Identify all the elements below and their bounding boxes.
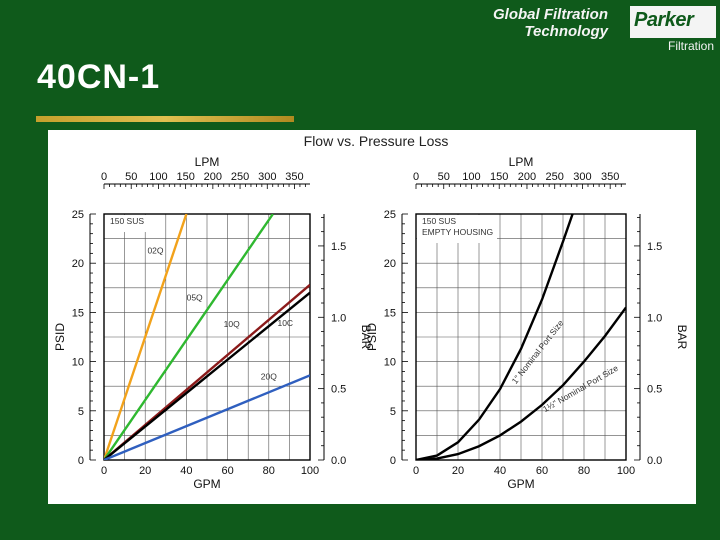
chart1-x-tick-label: 60 bbox=[221, 465, 233, 477]
chart1-top-tick-label: 300 bbox=[258, 171, 276, 183]
chart2-series-label-0: 1" Nominal Port Size bbox=[510, 318, 566, 386]
logo-subtitle: Filtration bbox=[667, 39, 714, 53]
chart1-right-axis-label: BAR bbox=[359, 325, 373, 350]
chart2-top-tick-label: 150 bbox=[490, 171, 508, 183]
chart1-top-tick-label: 50 bbox=[125, 171, 137, 183]
logo-wordmark: Parker bbox=[634, 9, 694, 31]
chart2-right-tick-label: 0.0 bbox=[647, 455, 662, 467]
chart1-series-line-1 bbox=[104, 214, 274, 460]
brand-line-2: Technology bbox=[524, 23, 608, 40]
logo-box: Parker bbox=[630, 6, 716, 38]
chart2-y-tick-label: 0 bbox=[390, 455, 396, 467]
chart2-y-tick-label: 5 bbox=[390, 406, 396, 418]
chart1-series-line-4 bbox=[104, 374, 310, 460]
chart2-y-tick-label: 25 bbox=[384, 209, 396, 221]
chart2-x-tick-label: 40 bbox=[494, 465, 506, 477]
chart2-x-axis-label: GPM bbox=[507, 477, 534, 491]
brand-text: Global Filtration Technology bbox=[493, 6, 608, 40]
chart2-y-tick-label: 15 bbox=[384, 307, 396, 319]
chart2-annotation-bg bbox=[417, 215, 497, 243]
chart1-top-tick-label: 150 bbox=[176, 171, 194, 183]
chart1-series-label-2: 10C bbox=[277, 318, 293, 328]
chart1-top-tick-label: 100 bbox=[149, 171, 167, 183]
chart2-right-axis-label: BAR bbox=[675, 325, 689, 350]
chart2-y-axis-label: PSID bbox=[365, 323, 379, 351]
page-title: 40CN-1 bbox=[37, 58, 161, 96]
chart1-right-tick-label: 1.0 bbox=[331, 312, 346, 324]
chart1-top-tick-label: 200 bbox=[204, 171, 222, 183]
chart2-top-tick-label: 250 bbox=[546, 171, 564, 183]
chart2-x-tick-label: 100 bbox=[617, 465, 635, 477]
parker-logo: Parker Filtration bbox=[630, 6, 716, 54]
chart-title: Flow vs. Pressure Loss bbox=[304, 133, 449, 149]
chart2-series-line-0 bbox=[416, 214, 574, 460]
chart2-x-tick-label: 60 bbox=[536, 465, 548, 477]
chart1-right-tick-label: 0.5 bbox=[331, 384, 346, 396]
chart1-series-label-3: 10Q bbox=[224, 319, 240, 329]
chart1-x-tick-label: 20 bbox=[139, 465, 151, 477]
chart2-x-tick-label: 0 bbox=[413, 465, 419, 477]
chart1-series-line-3 bbox=[104, 291, 310, 460]
chart1-annotation-bg bbox=[105, 215, 157, 232]
chart2-top-tick-label: 50 bbox=[438, 171, 450, 183]
chart1-x-tick-label: 100 bbox=[301, 465, 319, 477]
chart1-x-axis-label: GPM bbox=[193, 477, 220, 491]
chart2-x-tick-label: 20 bbox=[452, 465, 464, 477]
chart2-top-tick-label: 350 bbox=[601, 171, 619, 183]
chart2-top-tick-label: 0 bbox=[413, 171, 419, 183]
brand-line-1: Global Filtration bbox=[493, 6, 608, 23]
chart1-right-tick-label: 0.0 bbox=[331, 455, 346, 467]
chart2-right-tick-label: 1.0 bbox=[647, 312, 662, 324]
chart1-y-tick-label: 5 bbox=[78, 406, 84, 418]
chart2-right-tick-label: 0.5 bbox=[647, 384, 662, 396]
title-underline bbox=[36, 116, 294, 122]
chart2-y-tick-label: 10 bbox=[384, 357, 396, 369]
chart1-x-tick-label: 80 bbox=[263, 465, 275, 477]
chart2-annotation-text: EMPTY HOUSING bbox=[422, 227, 493, 237]
chart1-y-tick-label: 10 bbox=[72, 357, 84, 369]
chart2-series-line-1 bbox=[416, 306, 626, 460]
chart2-top-tick-label: 300 bbox=[573, 171, 591, 183]
chart2-plot-frame bbox=[415, 213, 627, 461]
chart1-series-label-4: 20Q bbox=[261, 371, 277, 381]
chart1-series-label-1: 05Q bbox=[187, 293, 203, 303]
chart1-x-tick-label: 0 bbox=[101, 465, 107, 477]
chart1-right-tick-label: 1.5 bbox=[331, 241, 346, 253]
chart-panel: Flow vs. Pressure Loss 0 20 40 60 80 100 GPM 0 5… bbox=[48, 130, 696, 504]
chart1-series-line-0 bbox=[104, 214, 188, 460]
chart1-y-tick-label: 0 bbox=[78, 455, 84, 467]
chart1-y-tick-label: 20 bbox=[72, 258, 84, 270]
chart1-top-tick-label: 350 bbox=[285, 171, 303, 183]
chart1-annotation-text: 150 SUS bbox=[110, 216, 144, 226]
chart1-x-tick-label: 40 bbox=[180, 465, 192, 477]
chart1-y-axis-label: PSID bbox=[53, 323, 67, 351]
chart1-y-tick-label: 15 bbox=[72, 307, 84, 319]
chart2-top-tick-label: 100 bbox=[462, 171, 480, 183]
chart2-y-tick-label: 20 bbox=[384, 258, 396, 270]
chart2-series-label-1: 1½" Nominal Port Size bbox=[541, 363, 620, 414]
chart1-top-tick-label: 0 bbox=[101, 171, 107, 183]
chart1-plot-frame bbox=[103, 213, 311, 461]
chart1-y-tick-label: 25 bbox=[72, 209, 84, 221]
chart1-series-label-0: 02Q bbox=[147, 245, 163, 255]
chart2-x-tick-label: 80 bbox=[578, 465, 590, 477]
chart1-top-tick-label: 250 bbox=[231, 171, 249, 183]
chart2-top-tick-label: 200 bbox=[518, 171, 536, 183]
chart2-top-axis-label: LPM bbox=[509, 155, 534, 169]
chart2-right-tick-label: 1.5 bbox=[647, 241, 662, 253]
chart1-top-axis-label: LPM bbox=[195, 155, 220, 169]
chart2-annotation-text: 150 SUS bbox=[422, 216, 456, 226]
